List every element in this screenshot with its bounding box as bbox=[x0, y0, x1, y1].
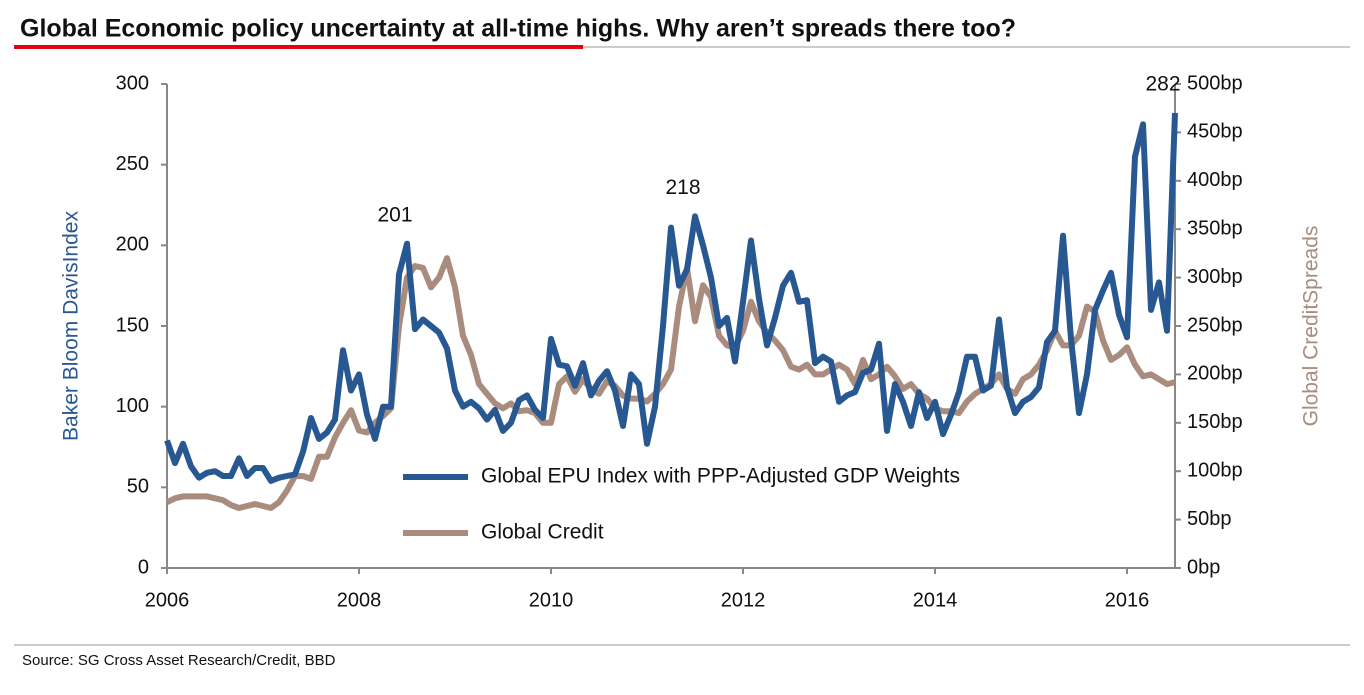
y-tick-label: 150 bbox=[116, 314, 149, 336]
y-tick-label: 200 bbox=[116, 234, 149, 256]
y2-tick-label: 250bp bbox=[1187, 314, 1243, 336]
x-tick-label: 2016 bbox=[1105, 589, 1150, 611]
y2-tick-label: 0bp bbox=[1187, 556, 1220, 578]
legend-label: Global EPU Index with PPP-Adjusted GDP W… bbox=[481, 465, 960, 488]
y-tick-label: 250 bbox=[116, 153, 149, 175]
y-axis-label: Baker Bloom DavisIndex bbox=[60, 211, 83, 441]
peak-label: 218 bbox=[665, 176, 700, 199]
series-line bbox=[164, 112, 1178, 484]
y2-tick-label: 500bp bbox=[1187, 72, 1243, 94]
y-tick-label: 300 bbox=[116, 72, 149, 94]
y2-tick-label: 400bp bbox=[1187, 169, 1243, 191]
x-tick-label: 2014 bbox=[913, 589, 958, 611]
y-tick-label: 100 bbox=[116, 395, 149, 417]
y2-tick-label: 350bp bbox=[1187, 217, 1243, 239]
x-tick-label: 2012 bbox=[721, 589, 766, 611]
peak-label: 201 bbox=[377, 203, 412, 226]
x-tick-label: 2006 bbox=[145, 589, 190, 611]
x-tick-label: 2010 bbox=[529, 589, 574, 611]
y-tick-label: 50 bbox=[127, 476, 149, 498]
y2-tick-label: 50bp bbox=[1187, 508, 1232, 530]
y2-tick-label: 150bp bbox=[1187, 411, 1243, 433]
y2-tick-label: 100bp bbox=[1187, 459, 1243, 481]
source: Source: SG Cross Asset Research/Credit, … bbox=[22, 652, 336, 669]
y2-tick-label: 450bp bbox=[1187, 121, 1243, 143]
x-tick-label: 2008 bbox=[337, 589, 382, 611]
legend-label: Global Credit bbox=[481, 521, 604, 544]
y2-tick-label: 200bp bbox=[1187, 363, 1243, 385]
chart-title: Global Economic policy uncertainty at al… bbox=[20, 15, 1016, 43]
y-tick-label: 0 bbox=[138, 556, 149, 578]
y2-tick-label: 300bp bbox=[1187, 266, 1243, 288]
y2-axis-label: Global CreditSpreads bbox=[1300, 226, 1323, 427]
peak-label: 282 bbox=[1145, 73, 1180, 96]
